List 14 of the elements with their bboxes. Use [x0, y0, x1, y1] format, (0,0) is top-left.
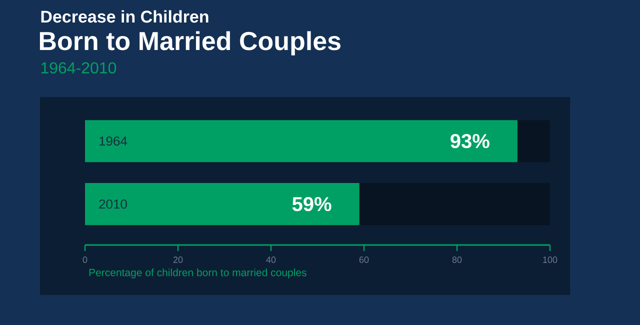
x-tick-label: 60 [359, 256, 369, 263]
x-axis-title: Percentage of children born to married couples [89, 268, 306, 278]
text: 1964-2010 [41, 62, 116, 74]
y-tick-label: 1964 [100, 136, 128, 146]
x-tick-label: 40 [266, 256, 276, 263]
data-label: 93% [450, 134, 490, 148]
x-tick-label: 20 [173, 256, 183, 263]
x-tick-label: 0 [82, 256, 88, 263]
data-label: 59% [292, 196, 332, 212]
chart-subtitle: Born to Married Couples [40, 31, 340, 56]
x-tick-label: 100 [543, 256, 558, 263]
x-tick-label: 80 [452, 256, 462, 263]
y-tick-label: 2010 [99, 199, 127, 209]
chart-title: Decrease in Children [41, 10, 208, 23]
